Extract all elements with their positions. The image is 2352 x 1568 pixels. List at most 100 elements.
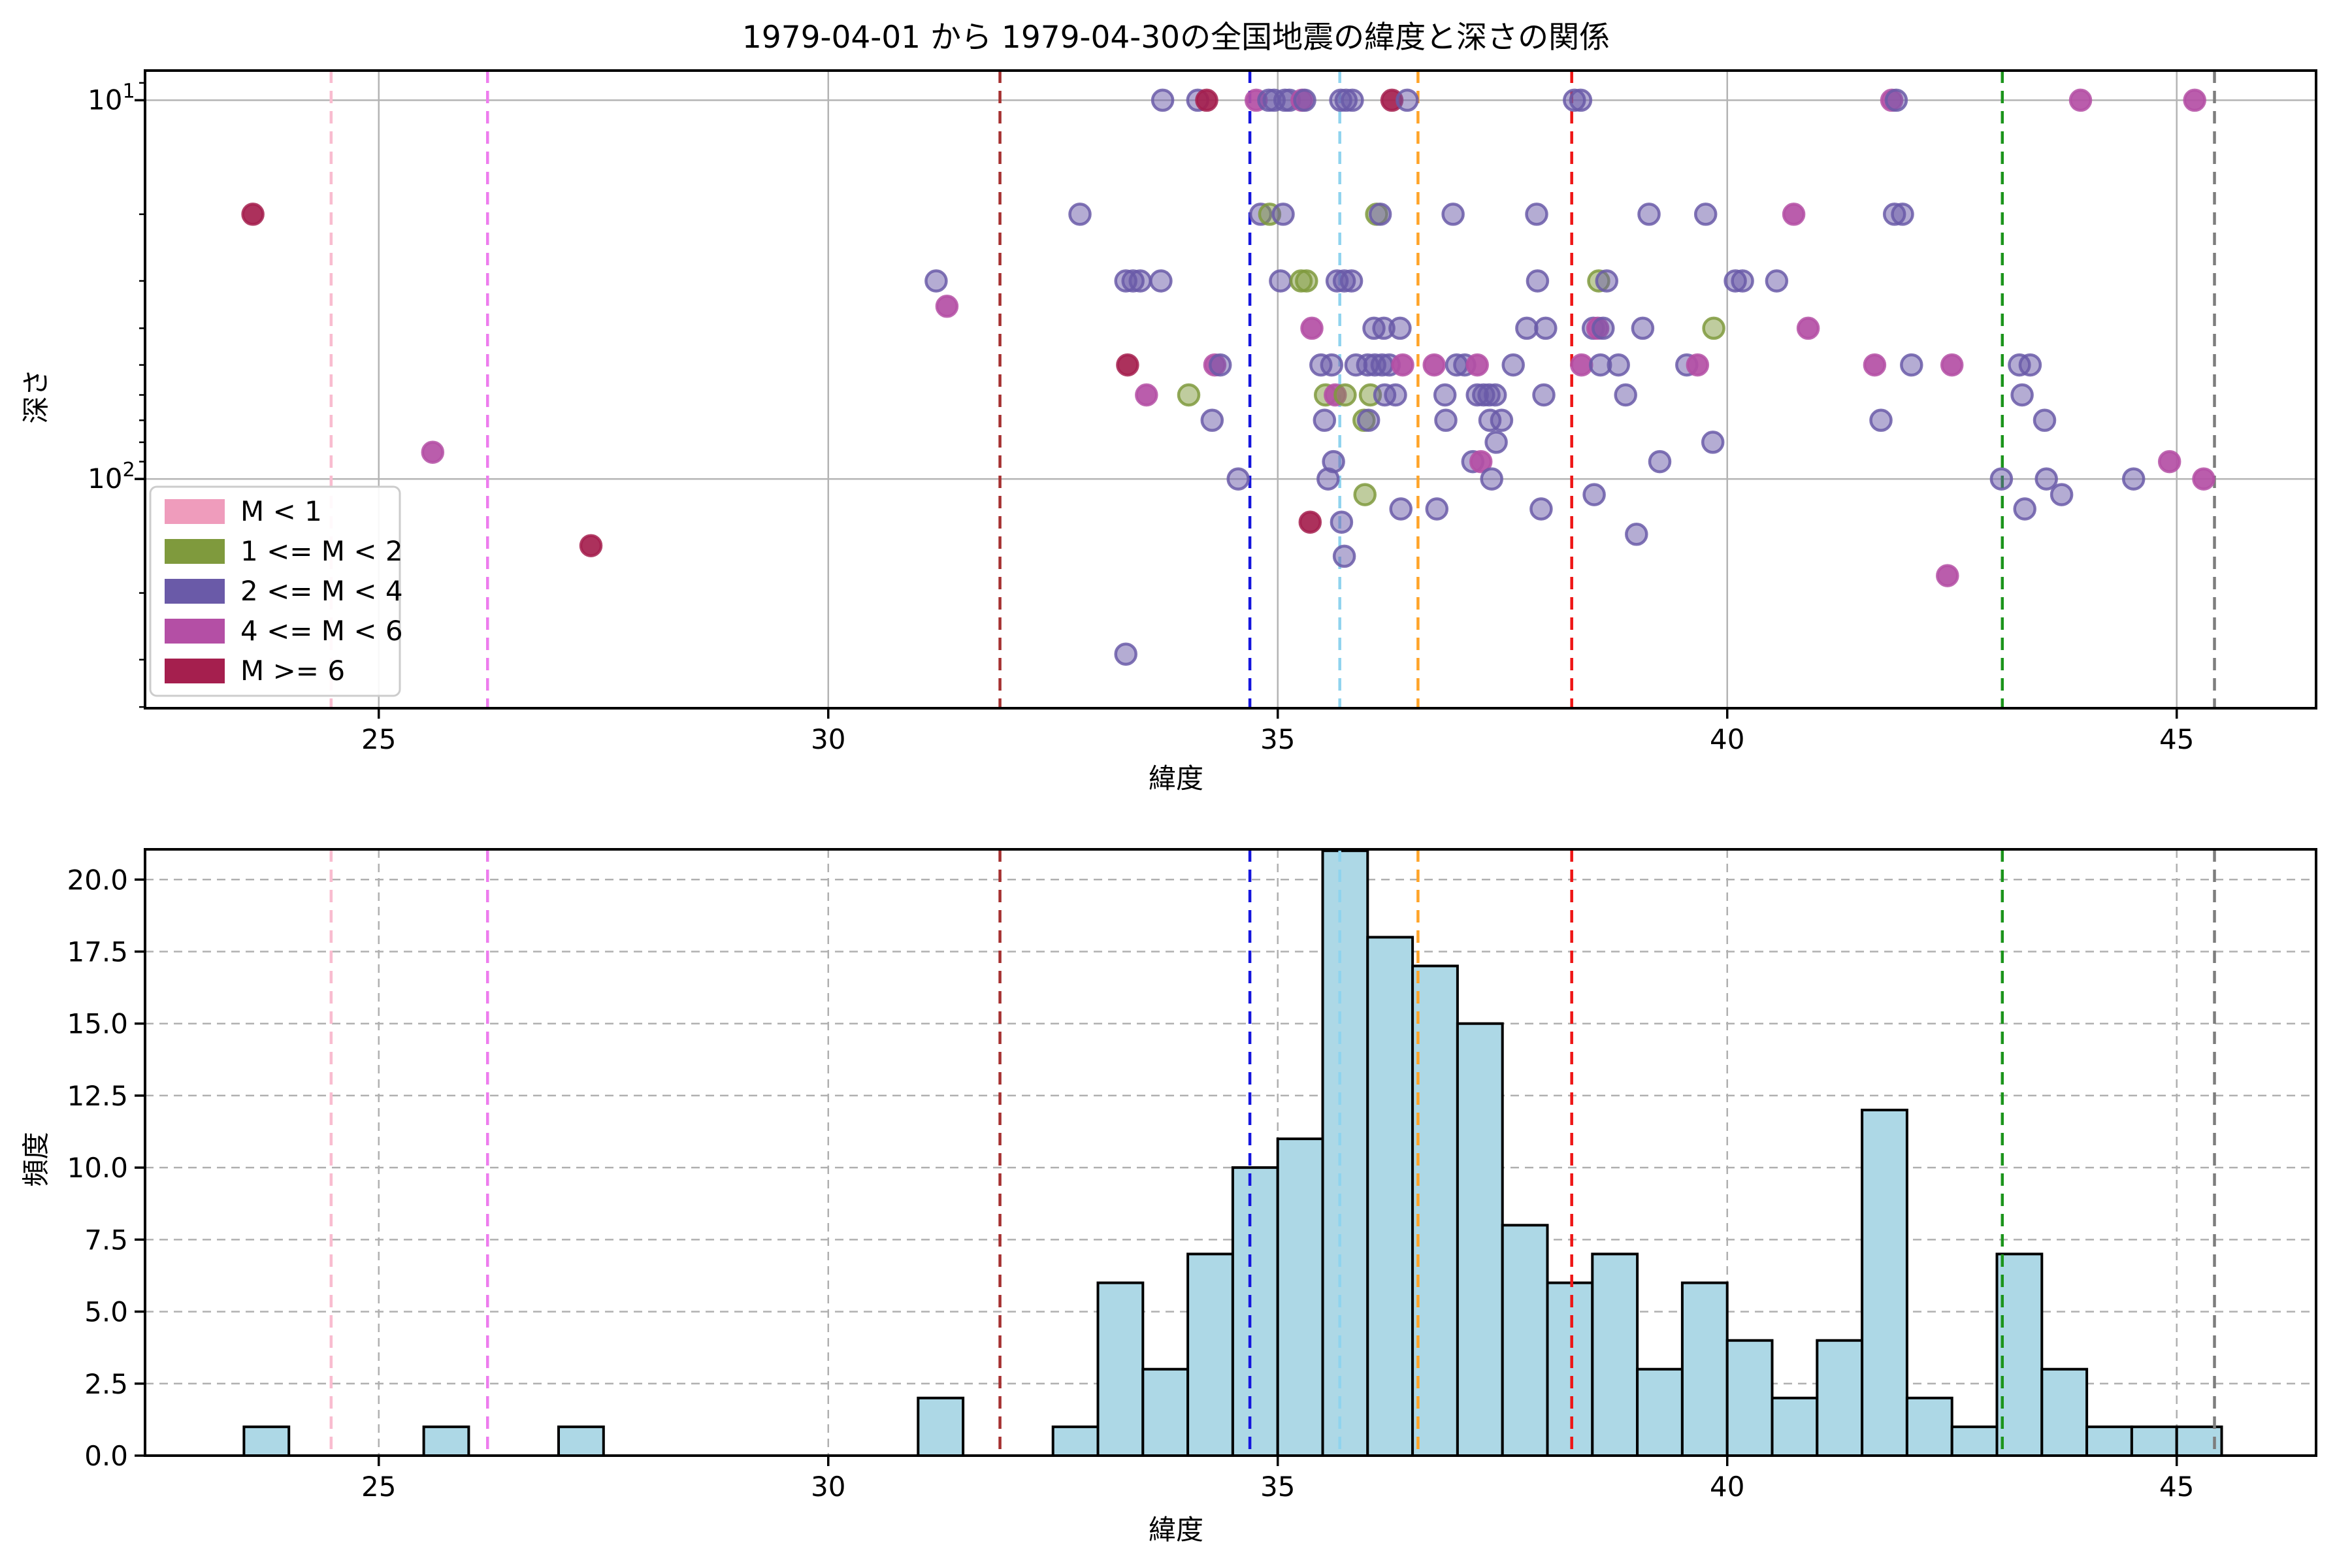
chart-title: 1979-04-01 から 1979-04-30の全国地震の緯度と深さの関係 [742, 20, 1610, 56]
scatter-point [1293, 88, 1316, 112]
scatter-point [1195, 88, 1218, 112]
scatter-point [1295, 269, 1318, 293]
y-tick-label: 17.5 [67, 936, 128, 968]
scatter-point [1391, 353, 1414, 377]
scatter-point [1114, 642, 1137, 666]
legend-entry: M >= 6 [165, 655, 345, 687]
scatter-point [1765, 269, 1789, 293]
hist-bar [1680, 1281, 1729, 1457]
histogram-plot: 25 30 35 40 45 0.0 2.5 5.0 7.5 10.0 12.5 15.0 17.5 20… [67, 848, 2317, 1503]
legend-label: 2 <= M < 4 [240, 575, 403, 607]
hist-bar [1321, 849, 1369, 1457]
scatter-point [1135, 383, 1158, 407]
scatter-point [1529, 497, 1553, 521]
scatter-point [1298, 510, 1322, 534]
scatter-point [2157, 449, 2181, 474]
scatter-point [1686, 353, 1710, 377]
scatter-point [2010, 383, 2034, 407]
scatter-point [1368, 203, 1392, 226]
scatter-point [1339, 269, 1364, 293]
y-tick-label: 15.0 [67, 1008, 128, 1040]
x-tick-label: 25 [361, 723, 396, 755]
hist-bar [1905, 1396, 1953, 1458]
scatter-point [1341, 88, 1364, 112]
legend-label: M < 1 [240, 495, 322, 527]
hist-bar [1186, 1252, 1234, 1458]
scatter-point [1330, 510, 1354, 534]
scatter-point [1525, 203, 1548, 226]
scatter-point [1269, 269, 1292, 293]
scatter-point [1271, 203, 1295, 226]
scatter-point [579, 534, 603, 557]
scatter-point [1332, 544, 1356, 568]
legend-swatch [165, 579, 225, 604]
hist-bar [1725, 1339, 1774, 1457]
scatter-point [1501, 353, 1525, 377]
hist-bar [1366, 936, 1414, 1457]
scatter-point [1592, 316, 1615, 340]
x-tick-label: 40 [1710, 723, 1744, 755]
scatter-point [1320, 353, 1344, 377]
scatter-point [1526, 269, 1550, 293]
scatter-point [1625, 523, 1648, 546]
legend-swatch [165, 659, 225, 683]
scatter-point [2121, 467, 2146, 491]
scatter-point [2050, 483, 2074, 506]
hist-bar [1231, 1166, 1279, 1457]
scatter-point [1300, 316, 1324, 340]
y-tick-label: 12.5 [67, 1080, 128, 1112]
scatter-point [1425, 497, 1449, 521]
scatter-point [1731, 269, 1754, 293]
hist-bar [1591, 1252, 1639, 1458]
hist-bar [1995, 1252, 2044, 1458]
scatter-point [1226, 467, 1250, 491]
scatter-point [1208, 353, 1232, 377]
legend-label: M >= 6 [240, 655, 345, 687]
hist-bar [1051, 1425, 1100, 1457]
legend-swatch [165, 539, 225, 564]
y-tick-label: 10.0 [67, 1152, 128, 1184]
scatter-point [1149, 269, 1173, 293]
scatter-point [1532, 383, 1556, 407]
hist-bar [2130, 1425, 2178, 1457]
axes-spines [144, 69, 2317, 710]
scatter-point [1570, 353, 1593, 377]
hist-bars [242, 849, 2223, 1458]
legend-swatch [165, 499, 225, 524]
scatter-point [924, 269, 948, 293]
legend-entry: 4 <= M < 6 [165, 615, 403, 647]
hist-bar [1950, 1425, 1999, 1457]
scatter-point [1441, 203, 1465, 226]
scatter-point [1595, 269, 1619, 293]
scatter-point [1702, 316, 1725, 340]
histogram-yaxis-label: 頻度 [20, 1132, 52, 1187]
y-tick-label: 7.5 [84, 1224, 128, 1256]
y-tick-label: 5.0 [84, 1296, 128, 1328]
scatter-point [1384, 383, 1407, 407]
y-tick-label: 102 [88, 459, 135, 495]
scatter-point [1151, 88, 1175, 112]
scatter-point [1388, 316, 1412, 340]
hist-bar [1636, 1367, 1684, 1457]
scatter-point [1490, 408, 1514, 433]
scatter-point [1128, 269, 1152, 293]
scatter-point [1534, 316, 1558, 340]
scatter-point [1422, 353, 1446, 377]
scatter-point [1480, 467, 1503, 491]
histogram-xaxis-label: 緯度 [1148, 1514, 1203, 1546]
scatter-point [1515, 316, 1539, 340]
hist-bar [422, 1425, 470, 1457]
scatter-xaxis-label: 緯度 [1148, 762, 1203, 794]
scatter-point [1693, 203, 1718, 226]
scatter-point [1631, 316, 1655, 340]
scatter-point [1068, 203, 1092, 226]
scatter-point [2018, 353, 2042, 377]
scatter-point [1891, 203, 1914, 226]
y-tick-label: 2.5 [84, 1368, 128, 1400]
scatter-point [1637, 203, 1661, 226]
scatter-point [1353, 483, 1377, 506]
scatter-point [1936, 564, 1959, 587]
scatter-point [1483, 383, 1507, 407]
scatter-point [1434, 408, 1458, 433]
